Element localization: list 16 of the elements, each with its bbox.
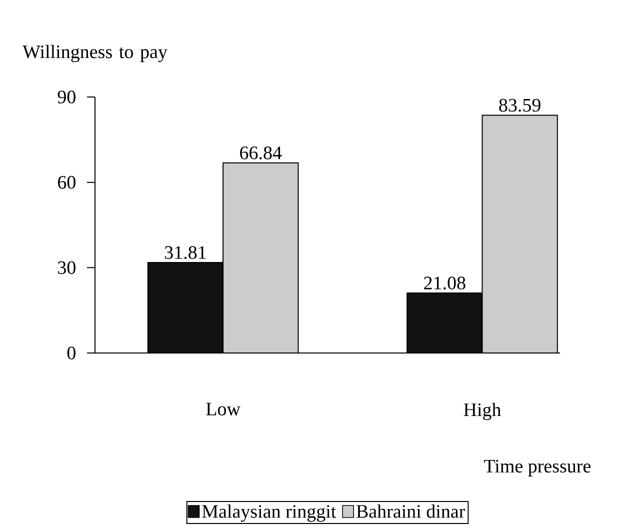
x-tick-label: Low [206,402,240,416]
y-tick-label: 0 [67,346,76,360]
data-label: 66.84 [240,146,282,160]
data-label: 21.08 [424,276,466,290]
legend-label: Bahraini dinar [356,504,466,518]
bar [222,162,299,353]
legend-label: Malaysian ringgit [202,504,336,522]
y-tick-label: 60 [58,176,76,189]
bar [482,114,558,353]
y-axis-title: Willingness to pay [22,44,168,62]
data-label: 83.59 [499,98,540,112]
x-axis-title: Time pressure [484,460,591,476]
x-tick-label: High [464,402,501,420]
y-tick-label: 30 [58,261,76,274]
data-label: 31.81 [165,246,206,260]
y-tick-label: 90 [58,90,76,104]
